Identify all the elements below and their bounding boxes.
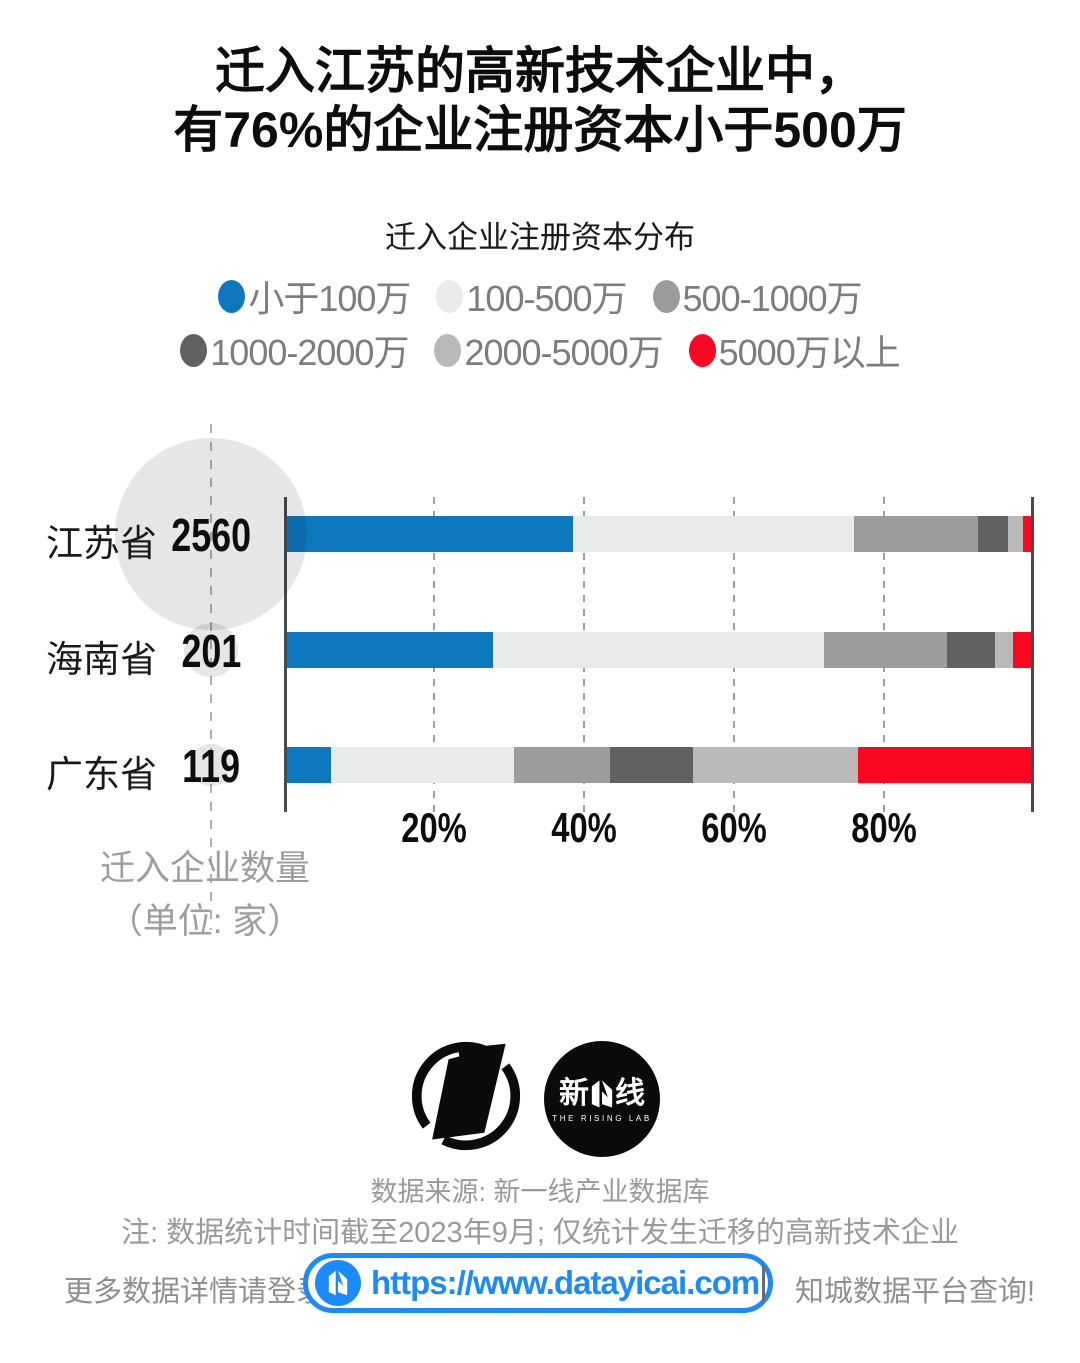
category-label: 广东省 [46,754,157,795]
legend-label: 5000万以上 [718,332,901,373]
count-bubble [190,744,232,786]
legend-dot-icon [436,279,464,313]
cta-prefix-text: 更多数据详情请登录 [64,1276,326,1308]
bar-segment [947,632,996,668]
count-bubble [115,438,307,630]
rising-lab-logo: 新 线 THE RISING LAB [544,1041,660,1157]
count-value: 119 [182,740,240,792]
legend-label: 100-500万 [466,278,627,319]
legend-label: 小于100万 [248,278,411,319]
url-input-pill[interactable]: https://www.datayicai.com [303,1253,773,1313]
legend-item: 1000-2000万 [180,324,409,376]
bubble-axis-dashed-line [210,424,212,930]
bar-segment [514,747,610,783]
legend-label: 500-1000万 [682,278,863,319]
bar-segment [853,516,978,552]
rising-lab-logo-subtext: THE RISING LAB [552,1114,652,1123]
legend-row-2: 1000-2000万 2000-5000万 5000万以上 [0,324,1080,376]
rising-lab-logo-wordmark: 新 线 [559,1079,645,1109]
legend-label: 2000-5000万 [464,332,663,373]
bar-segment [977,516,1008,552]
chart-title-line1: 迁入江苏的高新技术企业中， [215,43,865,99]
chart-title: 迁入江苏的高新技术企业中， 有76%的企业注册资本小于500万 [0,42,1080,160]
bar-segment [857,747,1034,783]
bar-segment [573,516,854,552]
category-label: 海南省 [46,639,157,680]
bar-segment [824,632,948,668]
folded-one-glyph-icon [328,1270,348,1296]
count-value: 201 [181,625,241,677]
category-label: 江苏省 [46,523,157,564]
stacked-bar-江苏省 [287,516,1034,552]
legend-row-1: 小于100万 100-500万 500-1000万 [0,270,1080,322]
legend-item: 500-1000万 [652,270,863,322]
chart-title-line2: 有76%的企业注册资本小于500万 [173,102,907,158]
legend-dot-icon [218,279,246,313]
y-axis-caption: 迁入企业数量 （单位: 家） [55,842,355,948]
pill-brand-icon [315,1260,361,1306]
y-axis-caption-line2: （单位: 家） [107,902,303,941]
left-axis-line [284,497,287,812]
legend-dot-icon [688,333,716,367]
bar-segment [1013,632,1034,668]
right-axis-line [1031,497,1034,812]
bar-segment [995,632,1014,668]
legend-dot-icon [434,333,462,367]
url-text[interactable]: https://www.datayicai.com [371,1264,760,1301]
bar-segment [287,632,494,668]
bar-segment [609,747,693,783]
folded-one-glyph-icon [591,1080,613,1108]
stacked-bar-海南省 [287,632,1034,668]
bar-segment [1007,516,1023,552]
x-axis-tick-label: 40% [551,804,617,851]
x-axis-tick-label: 80% [851,804,917,851]
data-source-text: 数据来源: 新一线产业数据库 [370,1177,710,1207]
bar-segment [692,747,858,783]
legend-label: 1000-2000万 [210,332,409,373]
legend-item: 5000万以上 [688,324,901,376]
yicai-logo-icon [412,1041,520,1151]
bar-segment [287,516,574,552]
y-axis-caption-line1: 迁入企业数量 [99,849,310,888]
bar-segment [1022,516,1034,552]
chart-subtitle: 迁入企业注册资本分布 [385,220,695,255]
legend-dot-icon [180,333,208,367]
data-note-text: 注: 数据统计时间截至2023年9月; 仅统计发生迁移的高新技术企业 [121,1217,959,1249]
x-axis-tick-label: 20% [401,804,467,851]
legend-item: 100-500万 [436,270,628,322]
stacked-bar-广东省 [287,747,1034,783]
bar-segment [493,632,825,668]
legend-item: 小于100万 [218,270,411,322]
legend-dot-icon [652,279,680,313]
bar-segment [331,747,515,783]
logo-text-left: 新 [559,1077,589,1110]
count-bubble [184,623,238,677]
bar-segment [287,747,332,783]
cta-suffix-text: 知城数据平台查询! [795,1276,1036,1308]
count-value: 2560 [171,509,251,561]
legend-item: 2000-5000万 [434,324,664,376]
x-axis-tick-label: 60% [701,804,767,851]
logo-text-right: 线 [615,1077,645,1110]
plot-area [284,497,1034,812]
text-cursor [762,1265,766,1301]
